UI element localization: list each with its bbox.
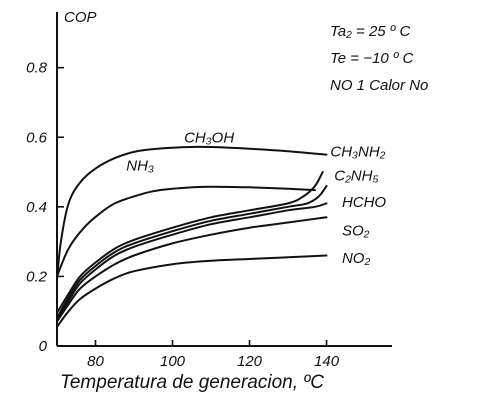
series-line-0	[56, 145, 328, 281]
series-label: SO₂	[342, 222, 370, 239]
y-tick-label: 0.6	[26, 129, 48, 146]
series-line-6	[56, 254, 328, 328]
series-line-5	[56, 216, 328, 323]
x-tick-label: 140	[314, 353, 340, 370]
y-ticks: 0 0.2 0.4 0.6 0.8	[26, 60, 64, 355]
y-tick-label: 0.2	[26, 268, 48, 285]
x-tick-label: 100	[160, 353, 186, 370]
series-label: NO₂	[342, 250, 371, 267]
conditions-block: Ta₂ = 25 º C Te = −10 º C NO 1 Calor No	[330, 23, 428, 94]
series-label: C₂NH₅	[334, 168, 378, 185]
series-line-4	[56, 202, 328, 321]
y-axis-label: COP	[64, 9, 97, 26]
series-curves	[56, 145, 328, 328]
condition-note: NO 1 Calor No	[330, 77, 428, 94]
x-tick-label: 80	[87, 353, 104, 370]
series-labels: CH₃OH NH₃ CH₃NH₂ C₂NH₅ HCHO SO₂ NO₂	[126, 129, 386, 267]
x-ticks: 80 100 120 140	[87, 340, 340, 370]
series-label: NH₃	[126, 157, 154, 174]
x-axis-label: Temperatura de generacion, ºC	[60, 372, 324, 393]
series-label: HCHO	[342, 194, 386, 211]
condition-te: Te = −10 º C	[330, 50, 413, 67]
y-tick-label: 0	[39, 338, 48, 355]
series-line-2	[56, 171, 324, 314]
series-label: CH₃NH₂	[330, 143, 385, 160]
series-line-3	[56, 185, 328, 320]
y-tick-label: 0.4	[26, 199, 47, 216]
y-tick-label: 0.8	[26, 60, 48, 77]
series-label: CH₃OH	[184, 129, 234, 146]
series-line-1	[56, 185, 316, 278]
x-tick-label: 120	[237, 353, 263, 370]
condition-ta2: Ta₂ = 25 º C	[330, 23, 410, 40]
